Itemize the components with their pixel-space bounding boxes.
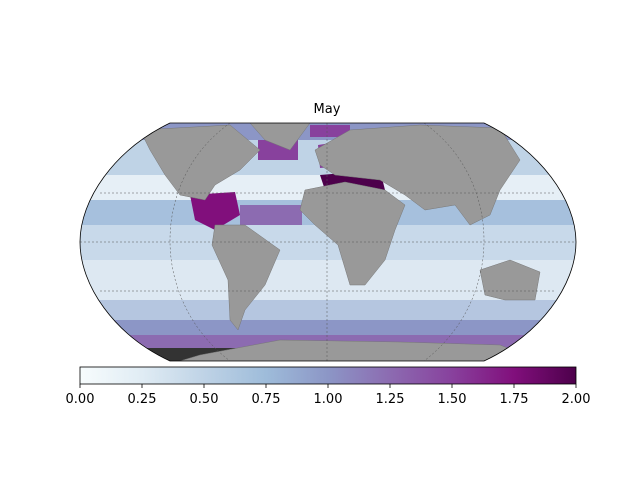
colorbar-tick-label: 1.00 (314, 392, 343, 407)
map (80, 123, 576, 361)
map-title: May (314, 102, 341, 117)
colorbar-tick-label: 0.00 (66, 392, 95, 407)
colorbar-tick-label: 1.25 (376, 392, 405, 407)
colorbar (79, 366, 577, 385)
colorbar-tick-label: 0.75 (252, 392, 281, 407)
map-outline (79, 122, 577, 362)
colorbar-tick-label: 2.00 (562, 392, 591, 407)
colorbar-tick-label: 1.50 (438, 392, 467, 407)
colorbar-tick-label: 1.75 (500, 392, 529, 407)
colorbar-tick-label: 0.50 (190, 392, 219, 407)
colorbar-tick-label: 0.25 (128, 392, 157, 407)
